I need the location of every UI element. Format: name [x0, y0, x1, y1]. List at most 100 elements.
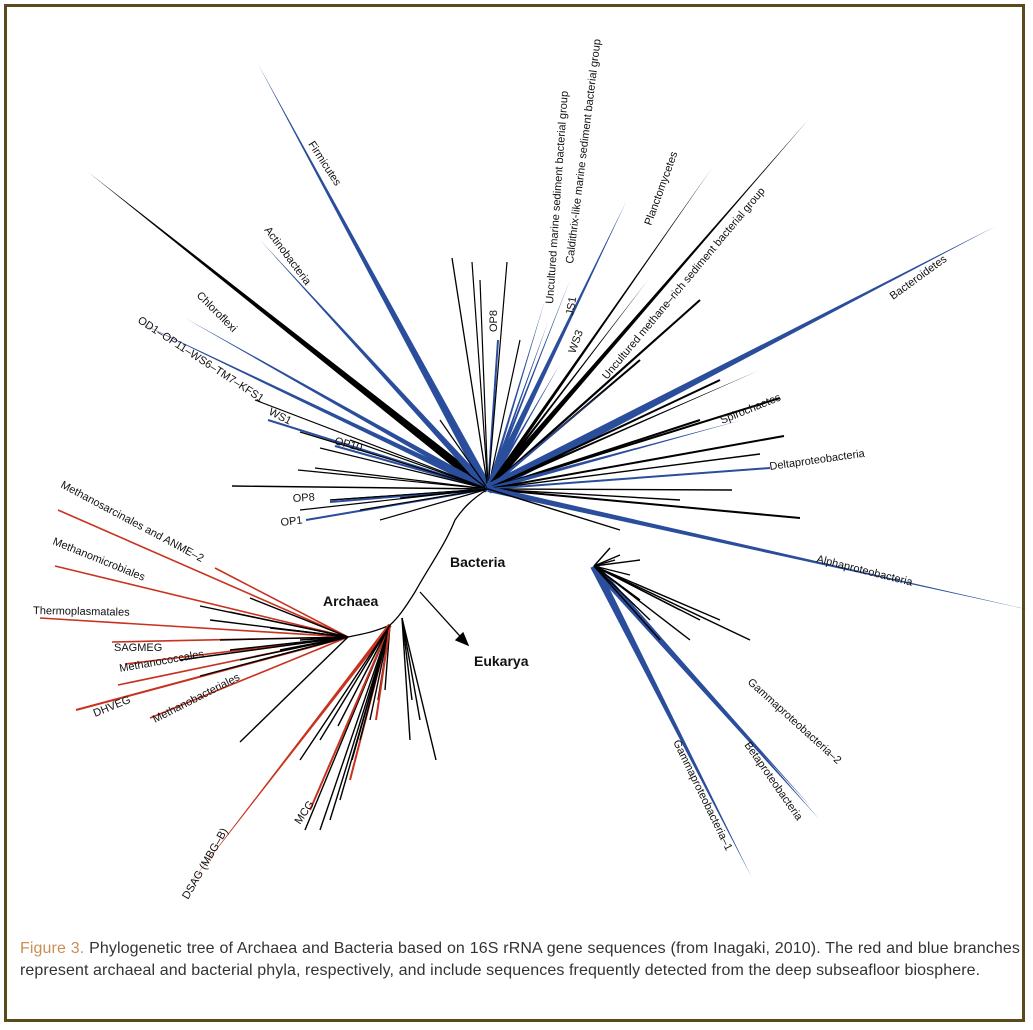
bacteria-branch	[593, 565, 641, 601]
bacteria-branch	[486, 300, 545, 490]
archaea-branch	[57, 509, 349, 638]
bacteria-branch	[185, 318, 490, 492]
bacteria-branch	[260, 240, 491, 492]
bacteria-branch	[487, 486, 1031, 610]
bacteria-branch	[486, 280, 570, 490]
label-spirochaetes: Spirochaetes	[719, 391, 783, 426]
bacteria-branch	[593, 565, 751, 641]
bacteria-branch	[258, 64, 492, 492]
bacteria-branch	[487, 488, 621, 531]
archaea-branch	[239, 636, 349, 743]
bacteria-branch	[593, 547, 611, 567]
bacteria-branch	[486, 280, 648, 490]
label-dhveg: DHVEG	[92, 694, 133, 720]
archaea-branch	[309, 624, 391, 811]
label-alphaproteobacteria: Alphaproteobacteria	[815, 553, 914, 589]
bacteria-archaea-stem	[347, 488, 489, 638]
bacteria-branch	[487, 379, 721, 490]
bacteria-branch	[319, 447, 489, 490]
bacteria-branch	[487, 419, 701, 490]
archaea-branch	[289, 629, 349, 638]
label-op1: OP1	[280, 514, 303, 529]
bacteria-branch	[593, 565, 661, 641]
label-op10: OP10	[333, 435, 363, 454]
archaea-branch	[39, 617, 349, 638]
bacteria-branch	[439, 419, 489, 490]
bacteria-branch	[593, 565, 606, 579]
archaea-branch	[185, 623, 392, 890]
bacteria-branch	[593, 554, 621, 567]
eukarya-arrowhead	[454, 631, 470, 647]
bacteria-branch	[134, 320, 490, 492]
bacteria-branch	[593, 565, 681, 611]
bacteria-branch	[379, 488, 489, 521]
label-planctomycetes: Planctomycetes	[643, 149, 681, 227]
bacteria-branch	[487, 453, 761, 490]
figure-frame	[4, 4, 1025, 1022]
label-chloroflexi: Chloroflexi	[194, 290, 239, 335]
archaea-branch	[319, 624, 391, 831]
archaea-branch	[359, 624, 391, 741]
archaea-branch	[149, 636, 349, 719]
label-gamma1: Gammaproteobacteria–1	[670, 738, 734, 853]
archaea-branch	[319, 624, 391, 741]
archaea-branch	[299, 636, 349, 641]
bacteria-branch	[479, 279, 489, 490]
archaea-branch	[54, 565, 349, 638]
label-caldithrix: Caldithrix-like marine sediment bacteria…	[564, 38, 603, 264]
archaea-branches	[39, 509, 437, 890]
bacteria-branch	[88, 172, 491, 493]
label-od1: OD1–OP11–WS6–TM7–KFS1	[135, 314, 265, 405]
bacteria-branch	[451, 257, 489, 490]
label-sagmeg: SAGMEG	[114, 642, 162, 654]
bacteria-branch	[359, 488, 489, 511]
archaea-branch	[401, 617, 411, 741]
label-methane-rich: Uncultured methane–rich sediment bacteri…	[600, 185, 768, 381]
archaea-branch	[179, 636, 349, 661]
label-deltaproteobacteria: Deltaproteobacteria	[769, 448, 867, 473]
archaea-branch	[401, 617, 413, 701]
label-dsag: DSAG (MBG–B)	[180, 826, 230, 901]
archaea-branch	[229, 611, 349, 638]
archaea-branch	[299, 624, 391, 761]
figure-caption: Figure 3. Phylogenetic tree of Archaea a…	[20, 938, 1020, 982]
label-thermoplasmatales: Thermoplasmatales	[33, 605, 130, 619]
archaea-branch	[337, 624, 391, 727]
tree-backbone	[347, 488, 489, 647]
archaea-branch	[214, 567, 349, 638]
bacteria-branch	[487, 299, 701, 490]
label-js1: JS1	[564, 296, 579, 317]
bacteria-branch	[487, 488, 733, 491]
bacteria-branch	[299, 431, 489, 490]
archaea-branch	[199, 636, 349, 677]
bacteria-branch	[486, 168, 712, 491]
bacteria-branch	[484, 202, 626, 491]
bacteria-branch	[487, 420, 742, 491]
bacteria-branch	[297, 469, 489, 490]
bacteria-branch	[593, 565, 651, 621]
label-actinobacteria: Actinobacteria	[262, 225, 314, 289]
bacteria-branch	[471, 261, 489, 490]
bacteria-branch	[487, 339, 521, 490]
bacteria-branch	[593, 559, 641, 567]
bacteria-branch	[485, 120, 808, 491]
bacteria-branch	[231, 485, 489, 490]
archaea-branch	[375, 624, 391, 721]
eukarya-domain-label: Eukarya	[474, 653, 529, 669]
figure-caption-text: Phylogenetic tree of Archaea and Bacteri…	[20, 940, 1020, 979]
bacteria-branch	[590, 564, 752, 878]
archaea-branch	[401, 617, 421, 721]
figure-label: Figure 3.	[20, 940, 85, 957]
bacteria-branches	[88, 64, 1031, 878]
bacteria-branch	[314, 467, 489, 490]
bacteria-branch	[329, 488, 489, 501]
bacteria-domain-label: Bacteria	[450, 554, 505, 570]
archaea-branch	[401, 617, 437, 761]
archaea-domain-label: Archaea	[323, 593, 378, 609]
archaea-branch	[249, 597, 349, 638]
bacteria-branch	[593, 565, 721, 621]
bacteria-branch	[409, 429, 489, 490]
label-op8-left: OP8	[292, 491, 315, 505]
label-op8-top: OP8	[488, 310, 500, 332]
